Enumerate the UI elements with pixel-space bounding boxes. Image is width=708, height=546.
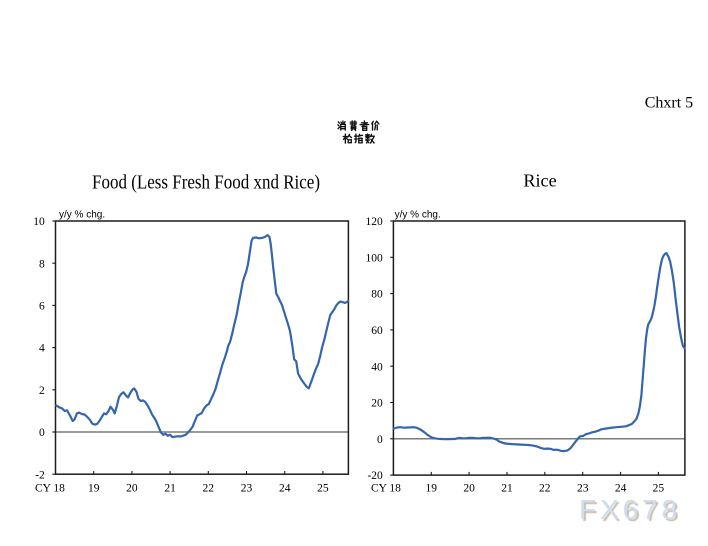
svg-text:25: 25 [317, 483, 329, 495]
svg-text:19: 19 [426, 483, 438, 495]
svg-text:19: 19 [88, 483, 100, 495]
svg-text:20: 20 [126, 483, 138, 495]
svg-text:22: 22 [203, 483, 215, 495]
svg-text:y/y % chg.: y/y % chg. [59, 209, 105, 220]
svg-text:100: 100 [366, 252, 384, 264]
svg-text:-2: -2 [35, 469, 45, 481]
svg-text:23: 23 [241, 483, 253, 495]
svg-text:Food (Less Fresh Food xnd Rice: Food (Less Fresh Food xnd Rice) [92, 172, 320, 194]
svg-text:10: 10 [33, 216, 45, 228]
svg-text:6: 6 [39, 301, 45, 313]
svg-text:Rice: Rice [523, 171, 556, 191]
svg-text:23: 23 [577, 483, 589, 495]
svg-text:60: 60 [371, 325, 383, 337]
svg-text:24: 24 [615, 483, 627, 495]
svg-text:CY 18: CY 18 [371, 483, 401, 495]
svg-text:4: 4 [39, 343, 45, 355]
svg-text:Chxrt 5: Chxrt 5 [645, 95, 693, 112]
svg-text:21: 21 [501, 483, 513, 495]
svg-text:20: 20 [463, 483, 475, 495]
svg-text:8: 8 [39, 258, 45, 270]
svg-text:24: 24 [279, 483, 291, 495]
svg-text:22: 22 [539, 483, 551, 495]
svg-text:0: 0 [39, 427, 45, 439]
svg-text:20: 20 [371, 398, 383, 410]
svg-text:0: 0 [377, 434, 383, 446]
svg-text:-20: -20 [367, 470, 383, 482]
svg-text:2: 2 [39, 385, 45, 397]
svg-text:CY 18: CY 18 [35, 483, 65, 495]
svg-text:y/y % chg.: y/y % chg. [395, 209, 441, 220]
svg-text:120: 120 [366, 216, 384, 228]
svg-text:25: 25 [653, 483, 665, 495]
svg-text:21: 21 [164, 483, 176, 495]
svg-text:80: 80 [371, 289, 383, 301]
svg-text:40: 40 [371, 361, 383, 373]
